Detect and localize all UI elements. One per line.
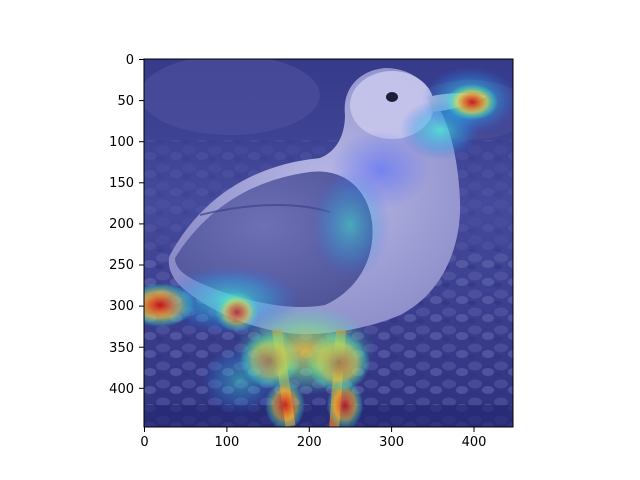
y-tick-label: 350 (109, 341, 134, 356)
axes-frame (143, 58, 514, 428)
y-tick-label: 50 (117, 94, 134, 109)
attention-overlay (144, 66, 513, 427)
y-tick-label: 150 (109, 176, 134, 191)
y-axis: 0 50 100 150 200 250 300 350 400 (109, 53, 144, 397)
x-tick-label: 200 (297, 435, 322, 450)
x-axis: 0 100 200 300 400 (140, 427, 486, 450)
y-tick-label: 100 (109, 135, 134, 150)
heatmap-image (144, 59, 513, 427)
y-tick-label: 300 (109, 299, 134, 314)
x-tick-label: 400 (462, 435, 487, 450)
y-tick-label: 400 (109, 382, 134, 397)
y-tick-label: 0 (126, 53, 134, 68)
x-tick-label: 0 (140, 435, 148, 450)
x-tick-label: 100 (214, 435, 239, 450)
x-tick-label: 300 (379, 435, 404, 450)
y-tick-label: 250 (109, 258, 134, 273)
y-tick-label: 200 (109, 217, 134, 232)
